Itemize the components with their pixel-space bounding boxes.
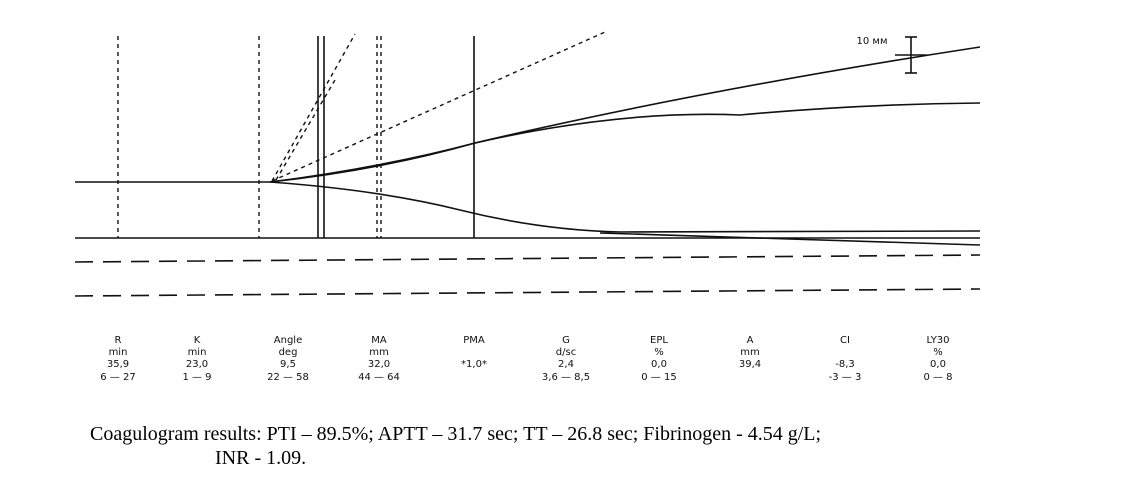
param-value: *1,0*: [461, 359, 487, 370]
param-unit: %: [654, 347, 664, 358]
lower-curve-2: [599, 232, 981, 246]
param-unit: mm: [740, 347, 759, 358]
param-name: MA: [371, 335, 387, 346]
param-unit: min: [188, 347, 207, 358]
param-value: 0,0: [651, 359, 667, 370]
param-value: 35,9: [107, 359, 129, 370]
param-range: 44 — 64: [358, 372, 400, 383]
param-range: 0 — 8: [923, 372, 952, 383]
param-unit: d/sc: [556, 347, 576, 358]
caption-line: INR - 1.09.: [215, 447, 306, 469]
scale-label: 10 мм: [857, 36, 888, 47]
param-unit: mm: [369, 347, 388, 358]
dashed-line: [74, 288, 981, 297]
param-range: 22 — 58: [267, 372, 309, 383]
angle-line: [275, 79, 336, 181]
param-range: 1 — 9: [182, 372, 211, 383]
param-value: 2,4: [558, 359, 574, 370]
param-unit: min: [109, 347, 128, 358]
param-name: LY30: [926, 335, 949, 346]
upper-curve-2: [269, 102, 981, 183]
param-value: 39,4: [739, 359, 761, 370]
param-name: EPL: [650, 335, 668, 346]
param-range: 0 — 15: [641, 372, 676, 383]
param-value: -8,3: [835, 359, 855, 370]
param-value: 9,5: [280, 359, 296, 370]
param-value: 23,0: [186, 359, 208, 370]
param-name: R: [115, 335, 122, 346]
angle-line: [271, 31, 606, 182]
param-value: 0,0: [930, 359, 946, 370]
trace: 10 мм: [74, 31, 981, 297]
param-name: A: [747, 335, 754, 346]
dashed-line: [74, 254, 981, 263]
param-name: K: [194, 335, 201, 346]
param-name: PMA: [463, 335, 485, 346]
param-name: G: [562, 335, 570, 346]
param-range: 6 — 27: [100, 372, 135, 383]
param-value: 32,0: [368, 359, 390, 370]
param-name: Angle: [274, 335, 302, 346]
caption-line: Coagulogram results: PTI – 89.5%; APTT –…: [90, 423, 821, 445]
upper-curve: [75, 46, 981, 183]
lower-curve: [269, 181, 981, 233]
param-name: CI: [840, 335, 850, 346]
param-unit: %: [933, 347, 943, 358]
angle-line: [271, 33, 356, 182]
param-unit: deg: [279, 347, 298, 358]
param-range: 3,6 — 8,5: [542, 372, 590, 383]
param-range: -3 — 3: [829, 372, 862, 383]
